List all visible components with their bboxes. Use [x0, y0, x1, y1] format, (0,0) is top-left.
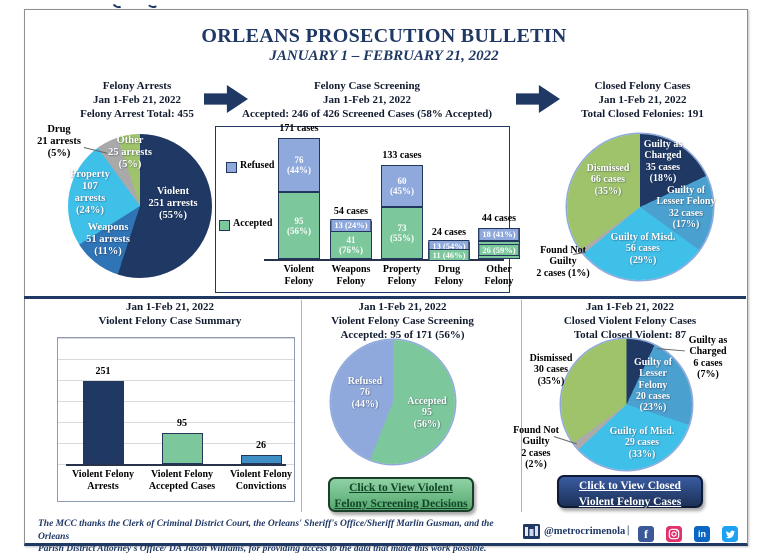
felony-arrests-heading: Felony Arrests Jan 1-Feb 21, 2022 Felony…	[80, 80, 194, 120]
pie-slice-label-accepted: Accepted 95 (56%)	[407, 396, 447, 430]
category-label: Violent Felony Arrests	[71, 469, 135, 492]
accepted-segment: 73 (55%)	[381, 207, 423, 259]
pie-slice-label-refused: Refused 76 (44%)	[347, 376, 383, 410]
pie-slice-label-not-guilty-violent: Found Not Guilty 2 cases (2%)	[513, 425, 559, 470]
violent-screening-pie	[331, 340, 455, 464]
x-axis	[66, 464, 286, 466]
violent-summary-chart: 251 Violent Felony Arrests 95 Violent Felon…	[57, 337, 295, 502]
page-title: ORLEANS PROSECUTION BULLETIN	[201, 25, 567, 47]
segment-value-label: 60 (45%)	[390, 175, 414, 196]
summary-bar	[161, 433, 203, 464]
pie-slice-label-other: Other 25 arrests (5%)	[108, 135, 152, 170]
felony-arrests-pie	[68, 134, 212, 278]
cropped-text-artifact	[146, 0, 160, 9]
case-screening-chart: 171 cases 76 (44%) 95 (56%) Violent Felony 5…	[215, 123, 520, 293]
pie-slice-label-property: Property 107 arrests (24%)	[69, 169, 111, 216]
category-label: Drug Felony	[434, 264, 464, 287]
social-handle: @metrocrimenola	[544, 526, 626, 537]
category-label: Weapons Felony	[331, 264, 371, 287]
pie-slice-label-guilty-misd-violent: Guilty of Misd. 29 cases (33%)	[609, 426, 675, 460]
pie-slice-label-violent: Violent 251 arrests (55%)	[148, 186, 198, 221]
case-screening-heading: Felony Case Screening Jan 1-Feb 21, 2022…	[242, 80, 492, 120]
bar-value-label: 251	[95, 366, 111, 377]
bulletin-frame	[24, 9, 748, 546]
segment-value-label: 76 (44%)	[287, 154, 311, 175]
instagram-icon[interactable]	[666, 526, 682, 547]
category-label: Violent Felony Convictions	[229, 469, 293, 492]
category-label: Other Felony	[484, 264, 514, 287]
pie-slice-label-guilty-charged: Guilty as Charged 35 cases (18%)	[643, 139, 683, 184]
pie-slice-label-guilty-charged-violent: Guilty as Charged 6 cases (7%)	[688, 335, 728, 380]
closed-violent-pie	[561, 339, 692, 470]
category-label: Violent Felony Accepted Cases	[148, 469, 216, 492]
segment-value-label: 26 (59%)	[478, 243, 520, 257]
bar-total-label: 24 cases	[431, 227, 467, 238]
segment-value-label: 41 (76%)	[339, 234, 363, 255]
mcc-logo	[523, 524, 540, 544]
segment-value-label: 11 (46%)	[428, 248, 470, 262]
closed-violent-heading: Jan 1-Feb 21, 2022 Closed Violent Felony…	[563, 301, 697, 341]
pie-slice-label-weapons: Weapons 51 arrests (11%)	[86, 222, 130, 257]
pie-slice-label-guilty-misd: Guilty of Misd. 56 cases (29%)	[610, 232, 676, 266]
segment-value-label: 73 (55%)	[390, 222, 414, 243]
panel-divider	[521, 300, 522, 512]
page-subtitle: JANUARY 1 – FEBRUARY 21, 2022	[269, 48, 499, 64]
summary-bar	[82, 381, 124, 464]
segment-value-label: 13 (24%)	[330, 219, 372, 232]
view-screening-decisions-button[interactable]: Click to View Violent Felony Screening D…	[328, 477, 474, 512]
refused-legend-label: Refused	[240, 160, 275, 171]
refused-segment: 76 (44%)	[278, 138, 320, 192]
panel-divider	[301, 300, 302, 512]
twitter-icon[interactable]	[722, 526, 738, 547]
bar-total-label: 171 cases	[279, 123, 319, 134]
bar-total-label: 133 cases	[382, 150, 422, 161]
violent-screening-heading: Jan 1-Feb 21, 2022 Violent Felony Case S…	[331, 301, 474, 341]
refused-legend-swatch	[226, 162, 237, 173]
pie-slice-label-guilty-lesser-violent: Guilty of Lesser Felony 20 cases (23%)	[633, 357, 673, 414]
bar-total-label: 54 cases	[333, 206, 369, 217]
footer-credit: The MCC thanks the Clerk of Criminal Dis…	[38, 519, 494, 555]
violent-summary-heading: Jan 1-Feb 21, 2022 Violent Felony Case S…	[98, 301, 242, 327]
segment-value-label: 18 (41%)	[478, 228, 520, 241]
accepted-segment: 95 (56%)	[278, 192, 320, 259]
bar-total-label: 44 cases	[481, 213, 517, 224]
pie-slice-label-not-guilty: Found Not Guilty 2 cases (1%)	[536, 245, 590, 279]
closed-felony-pie	[567, 134, 713, 280]
closed-felony-heading: Closed Felony Cases Jan 1-Feb 21, 2022 T…	[581, 80, 704, 120]
pie-slice-label-drug: Drug 21 arrests (5%)	[37, 124, 81, 159]
accepted-legend-label: Accepted	[233, 218, 273, 229]
bar-value-label: 26	[256, 440, 266, 451]
linkedin-icon[interactable]: in	[694, 526, 710, 542]
accepted-legend-swatch	[219, 220, 230, 231]
pie-slice-label-dismissed: Dismissed 66 cases (35%)	[586, 163, 630, 197]
pie-slice-label-guilty-lesser: Guilty of Lesser Felony 32 cases (17%)	[656, 185, 716, 230]
section-divider	[24, 296, 746, 299]
facebook-icon[interactable]: f	[638, 526, 654, 542]
summary-bar	[240, 455, 282, 464]
x-axis	[264, 259, 504, 261]
category-label: Property Felony	[382, 264, 422, 287]
segment-value-label: 95 (56%)	[287, 215, 311, 236]
category-label: Violent Felony	[283, 264, 315, 287]
view-closed-cases-button[interactable]: Click to View Closed Violent Felony Case…	[557, 475, 703, 508]
refused-segment: 60 (45%)	[381, 165, 423, 207]
bar-value-label: 95	[177, 418, 187, 429]
accepted-segment: 41 (76%)	[330, 230, 372, 259]
pie-slice-label-dismissed-violent: Dismissed 30 cases (35%)	[529, 353, 573, 387]
handle-separator: |	[627, 525, 630, 536]
